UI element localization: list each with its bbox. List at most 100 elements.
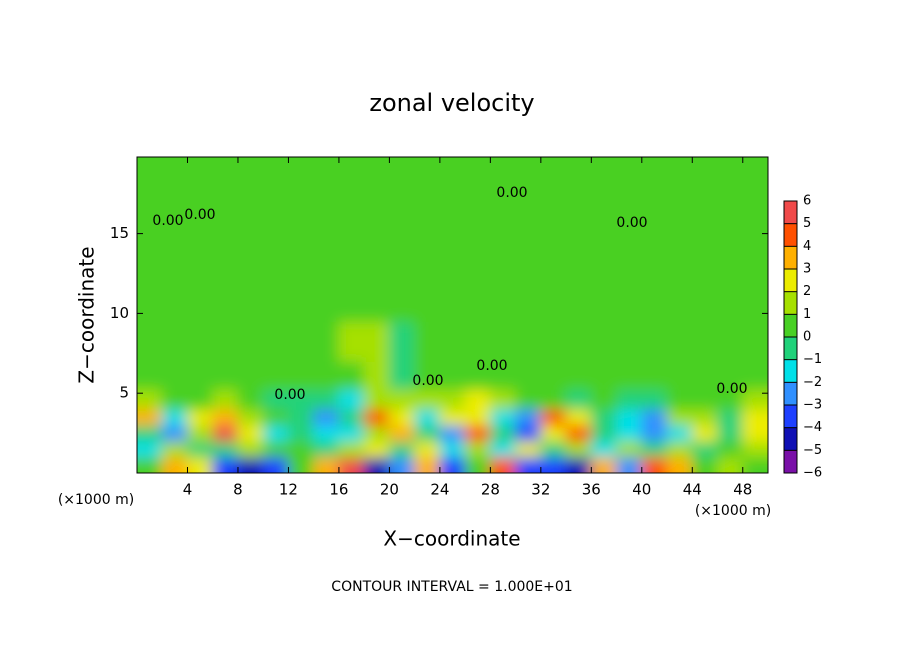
cell xyxy=(565,360,592,390)
cell xyxy=(590,424,618,442)
cell xyxy=(186,408,214,426)
contour-label: 0.00 xyxy=(152,213,183,229)
cell xyxy=(641,440,668,458)
cell xyxy=(363,273,390,322)
cell xyxy=(616,273,643,322)
x-tick-label: 8 xyxy=(233,481,243,499)
cell xyxy=(540,320,567,362)
cell xyxy=(666,221,693,275)
cell xyxy=(338,388,365,410)
colorbar-label: 6 xyxy=(803,194,811,209)
cell xyxy=(186,157,214,223)
cell xyxy=(161,424,188,442)
cell xyxy=(666,424,693,442)
colorbar-swatch xyxy=(784,382,797,405)
cell xyxy=(313,273,340,322)
cell xyxy=(137,408,163,426)
x-tick-label: 44 xyxy=(683,481,702,499)
colorbar-swatch xyxy=(784,427,797,451)
cell xyxy=(742,157,768,223)
x-tick-label: 20 xyxy=(380,481,399,499)
cell xyxy=(464,440,491,458)
colorbar-swatch xyxy=(784,405,797,428)
contour-label: 0.00 xyxy=(496,185,527,201)
cell xyxy=(641,221,668,275)
colorbar-label: 2 xyxy=(803,284,811,299)
cell xyxy=(262,221,289,275)
x-tick-label: 48 xyxy=(733,481,752,499)
cell xyxy=(565,456,592,473)
cell xyxy=(388,157,416,223)
cell xyxy=(565,424,592,442)
cell xyxy=(616,424,643,442)
cell xyxy=(212,221,239,275)
cell xyxy=(464,388,491,410)
cell xyxy=(137,157,163,223)
cell xyxy=(287,273,315,322)
y-axis-label: Z−coordinate xyxy=(75,246,99,383)
cell xyxy=(212,360,239,390)
cell xyxy=(287,456,315,473)
cell xyxy=(237,388,264,410)
cell xyxy=(287,424,315,442)
colorbar-label: −1 xyxy=(803,352,822,367)
cell xyxy=(590,440,618,458)
cell xyxy=(515,221,542,275)
cell xyxy=(691,320,719,362)
colorbar-swatch xyxy=(784,246,797,269)
cell xyxy=(363,320,390,362)
cell xyxy=(616,408,643,426)
colorbar-swatch xyxy=(784,450,797,473)
cell xyxy=(641,273,668,322)
cell xyxy=(666,157,693,223)
cell xyxy=(641,157,668,223)
cell xyxy=(186,273,214,322)
contour-label: 0.00 xyxy=(412,373,443,389)
cell xyxy=(717,408,744,426)
cell xyxy=(742,388,768,410)
cell xyxy=(237,320,264,362)
cell xyxy=(489,320,517,362)
cell xyxy=(717,440,744,458)
cell xyxy=(313,456,340,473)
cell xyxy=(313,388,340,410)
cell xyxy=(287,440,315,458)
colorbar-label: −4 xyxy=(803,420,822,435)
cell xyxy=(742,221,768,275)
cell xyxy=(489,456,517,473)
cell xyxy=(717,424,744,442)
x-tick-label: 12 xyxy=(279,481,298,499)
cell xyxy=(565,440,592,458)
cell xyxy=(363,157,390,223)
cell xyxy=(262,360,289,390)
cell xyxy=(717,221,744,275)
cell xyxy=(388,388,416,410)
cell xyxy=(464,320,491,362)
cell xyxy=(287,320,315,362)
cell xyxy=(237,424,264,442)
cell xyxy=(742,456,768,473)
cell xyxy=(313,360,340,390)
x-tick-label: 4 xyxy=(183,481,193,499)
colorbar-swatch xyxy=(784,223,797,247)
cell xyxy=(161,360,188,390)
colorbar-swatch xyxy=(784,269,797,292)
cell xyxy=(338,221,365,275)
cell xyxy=(137,388,163,410)
cell xyxy=(161,273,188,322)
cell xyxy=(439,456,466,473)
cell xyxy=(262,456,289,473)
cell xyxy=(212,388,239,410)
cell xyxy=(616,221,643,275)
cell xyxy=(313,440,340,458)
cell xyxy=(338,360,365,390)
cell xyxy=(489,440,517,458)
cell xyxy=(691,157,719,223)
cell xyxy=(717,273,744,322)
x-tick-label: 28 xyxy=(481,481,500,499)
cell xyxy=(414,408,441,426)
cell xyxy=(439,157,466,223)
colorbar-swatch xyxy=(784,337,797,360)
colorbar-label: 4 xyxy=(803,239,811,254)
field xyxy=(137,157,768,473)
